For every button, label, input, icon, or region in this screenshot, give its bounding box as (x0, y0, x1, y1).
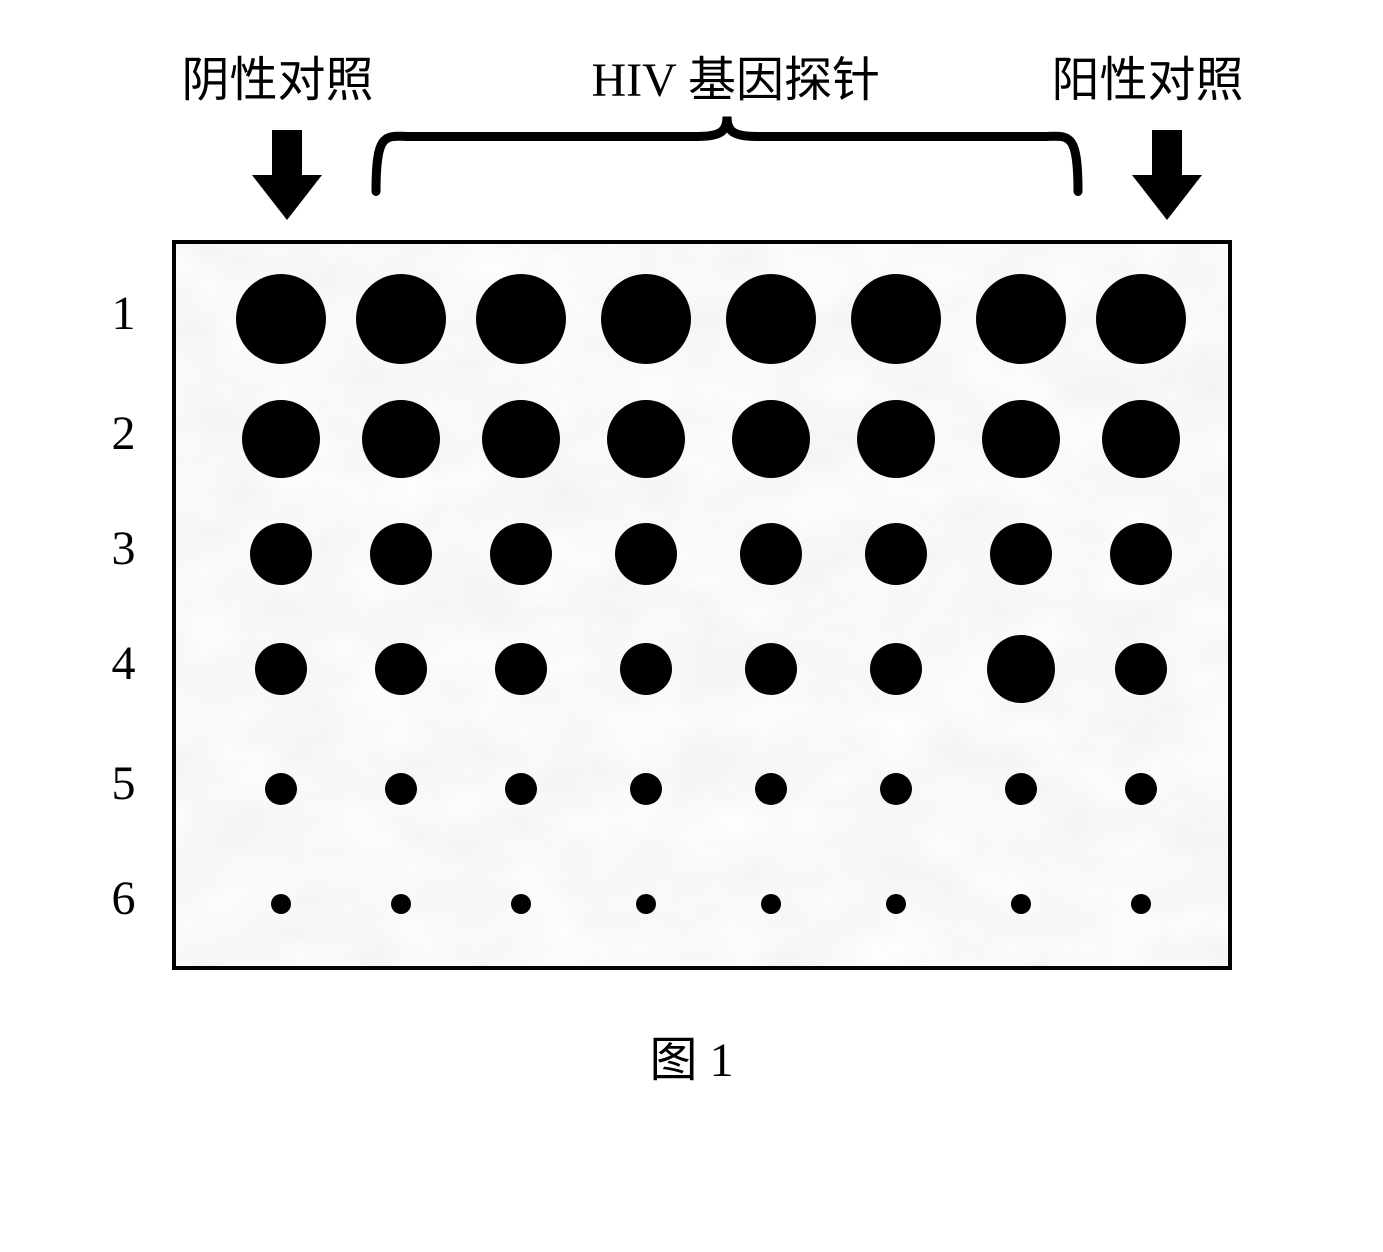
probe-spot (1096, 274, 1186, 364)
diagram-container: 阴性对照 HIV 基因探针 阳性对照 123456 图 1 (92, 40, 1292, 1090)
probe-spot (495, 643, 547, 695)
probe-spot (1005, 773, 1037, 805)
probe-spot (1102, 400, 1180, 478)
probe-spot (391, 894, 411, 914)
top-labels-row: 阴性对照 HIV 基因探针 阳性对照 (172, 40, 1292, 100)
probe-spot (375, 643, 427, 695)
probe-spot (732, 400, 810, 478)
row-label: 4 (112, 636, 136, 691)
probe-spot (857, 400, 935, 478)
probe-spot (636, 894, 656, 914)
arrow-down-icon (1132, 130, 1202, 220)
brace-icon (367, 110, 1087, 200)
row-label: 6 (112, 871, 136, 926)
figure-caption: 图 1 (92, 1020, 1292, 1090)
probe-spot (476, 274, 566, 364)
row-label: 5 (112, 756, 136, 811)
dot-plate (172, 240, 1232, 970)
probe-spot (271, 894, 291, 914)
probe-spot (250, 523, 312, 585)
probe-spot (726, 274, 816, 364)
probe-spot (990, 523, 1052, 585)
plate-background-texture (176, 244, 1232, 970)
probe-spot (761, 894, 781, 914)
probe-spot (265, 773, 297, 805)
arrow-down-icon (252, 130, 322, 220)
row-label: 2 (112, 406, 136, 461)
probe-spot (242, 400, 320, 478)
probe-spot (870, 643, 922, 695)
probe-spot (385, 773, 417, 805)
probe-spot (740, 523, 802, 585)
indicators-row (172, 100, 1292, 240)
probe-spot (851, 274, 941, 364)
plate-area: 123456 (172, 240, 1292, 970)
probe-spot (987, 635, 1055, 703)
probe-spot (482, 400, 560, 478)
probe-spot (1110, 523, 1172, 585)
probe-spot (1125, 773, 1157, 805)
probe-spot (1131, 894, 1151, 914)
probe-spot (490, 523, 552, 585)
probe-spot (356, 274, 446, 364)
probe-spot (755, 773, 787, 805)
probe-spot (362, 400, 440, 478)
probe-spot (620, 643, 672, 695)
probe-spot (976, 274, 1066, 364)
probe-spot (865, 523, 927, 585)
probe-spot (505, 773, 537, 805)
probe-spot (1115, 643, 1167, 695)
probe-spot (630, 773, 662, 805)
probe-spot (1011, 894, 1031, 914)
probe-spot (880, 773, 912, 805)
probe-spot (745, 643, 797, 695)
probe-spot (615, 523, 677, 585)
row-label: 3 (112, 521, 136, 576)
probe-spot (607, 400, 685, 478)
probe-spot (255, 643, 307, 695)
probe-spot (236, 274, 326, 364)
probe-spot (982, 400, 1060, 478)
row-label: 1 (112, 286, 136, 341)
probe-spot (886, 894, 906, 914)
probe-spot (370, 523, 432, 585)
probe-spot (601, 274, 691, 364)
probe-spot (511, 894, 531, 914)
